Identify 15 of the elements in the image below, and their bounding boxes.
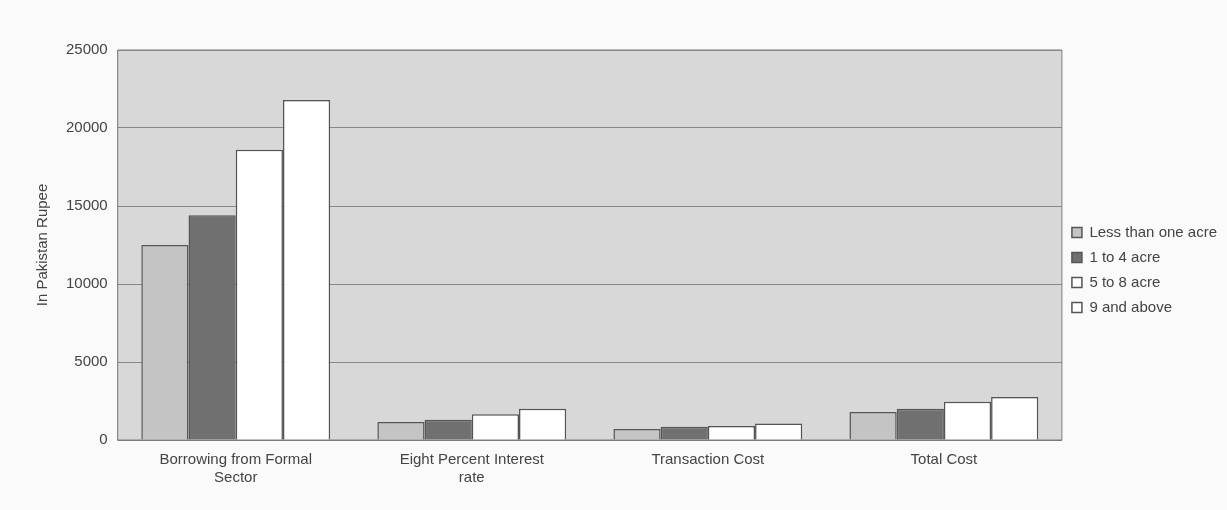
x-tick-label: Eight Percent Interest rate [399,450,545,486]
y-tick-label: 0 [99,430,108,448]
y-tick-label: 10000 [65,274,108,292]
x-tick-label: Total Cost [910,450,979,468]
legend-label: 9 and above [1089,297,1172,315]
legend-label: 1 to 4 acre [1089,247,1161,265]
y-tick-label: 20000 [65,118,108,136]
x-tick-label: Transaction Cost [651,450,766,468]
y-axis-title: In Pakistan Rupee [33,183,51,307]
y-tick-label: 15000 [65,196,108,214]
legend-label: 5 to 8 acre [1089,272,1161,290]
x-tick-label: Borrowing from Formal Sector [159,450,313,486]
y-tick-label: 5000 [74,352,108,370]
y-tick-label: 25000 [65,40,108,58]
legend-label: Less than one acre [1089,222,1218,240]
